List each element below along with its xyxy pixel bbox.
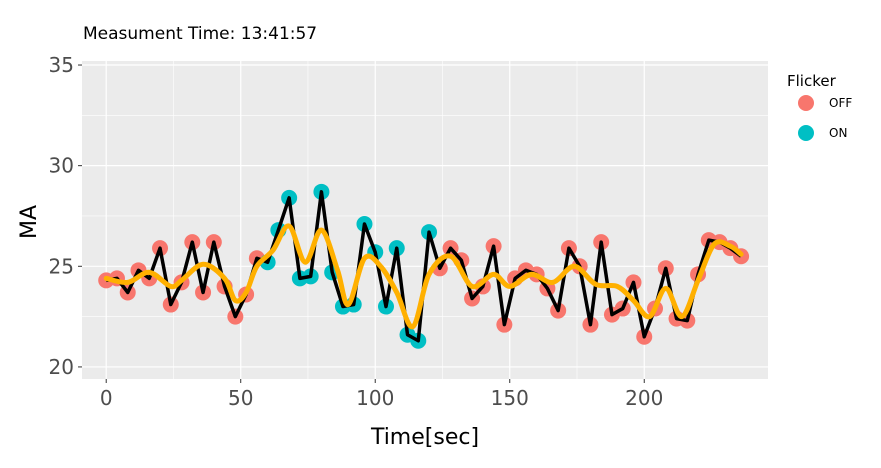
x-tick-label: 0 bbox=[100, 386, 113, 410]
y-tick-label: 30 bbox=[49, 154, 74, 178]
legend-key-off bbox=[798, 95, 814, 111]
y-tick-label: 25 bbox=[49, 254, 74, 278]
plot-panel bbox=[82, 61, 768, 379]
legend-label-on: ON bbox=[829, 126, 847, 140]
x-tick-label: 100 bbox=[356, 386, 394, 410]
x-tick-label: 200 bbox=[625, 386, 663, 410]
x-tick-label: 150 bbox=[491, 386, 529, 410]
axis-ticks bbox=[78, 64, 645, 383]
legend-title: Flicker bbox=[787, 72, 837, 90]
legend: Flicker OFF ON bbox=[787, 72, 852, 141]
legend-label-off: OFF bbox=[829, 96, 852, 110]
y-tick-label: 20 bbox=[49, 355, 74, 379]
chart-subtitle: Measument Time: 13:41:57 bbox=[83, 24, 317, 44]
x-axis-title: Time[sec] bbox=[370, 425, 479, 450]
x-tick-labels: 0 50 100 150 200 bbox=[100, 386, 664, 410]
y-axis-title: MA bbox=[17, 205, 42, 239]
y-tick-labels: 20 25 30 35 bbox=[49, 53, 74, 379]
smoothed-series-line bbox=[103, 223, 744, 330]
y-tick-label: 35 bbox=[49, 53, 74, 77]
legend-key-on bbox=[798, 125, 814, 141]
x-tick-label: 50 bbox=[228, 386, 253, 410]
smooth-line-layer bbox=[103, 223, 744, 330]
